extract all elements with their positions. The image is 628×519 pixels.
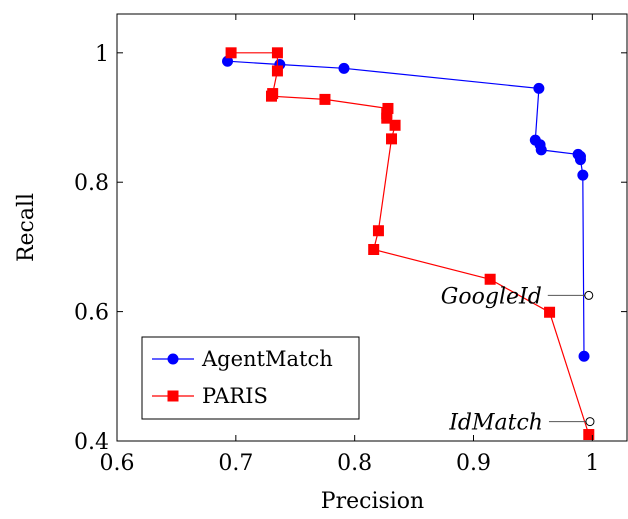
x-axis-label: Precision <box>321 489 424 514</box>
series-paris <box>225 47 595 441</box>
x-tick-label: 0.9 <box>456 451 491 476</box>
x-tick-label: 0.8 <box>337 451 372 476</box>
paris-point <box>271 65 283 77</box>
paris-point <box>319 93 331 105</box>
annotation-point <box>585 417 595 427</box>
ticks-layer: 0.6 0.7 0.8 0.9 10.40.60.81 <box>74 14 627 476</box>
agentmatch-point <box>338 62 350 74</box>
annotation-label: GoogleId <box>441 284 542 309</box>
y-tick-label: 0.8 <box>74 171 109 196</box>
legend-label: PARIS <box>202 384 268 408</box>
y-tick-label: 0.4 <box>74 430 109 455</box>
legend-entry-paris: PARIS <box>152 384 268 408</box>
agentmatch-point <box>535 144 547 156</box>
legend-box <box>141 336 360 420</box>
paris-point <box>225 47 237 59</box>
y-axis-label: Recall <box>14 193 39 262</box>
annotation-googleid: GoogleId <box>441 284 594 309</box>
series-agentmatch <box>222 55 590 362</box>
y-tick-label: 1 <box>95 42 109 67</box>
paris-point <box>372 225 384 237</box>
paris-point <box>381 112 393 124</box>
agentmatch-line <box>227 60 585 357</box>
annotation-point <box>584 290 594 300</box>
agentmatch-point <box>533 82 545 94</box>
annotation-idmatch: IdMatch <box>448 411 595 436</box>
y-tick-label: 0.6 <box>74 301 109 326</box>
plot-frame <box>116 13 628 442</box>
agentmatch-point <box>577 169 589 181</box>
paris-point <box>271 47 283 59</box>
paris-point <box>368 243 380 255</box>
paris-point <box>265 90 277 102</box>
paris-point <box>484 273 496 285</box>
legend: AgentMatch PARIS <box>141 336 360 420</box>
legend-entry-agentmatch: AgentMatch <box>152 347 333 371</box>
plot-area <box>116 13 628 442</box>
annotations-layer: GoogleId IdMatch <box>441 284 595 436</box>
agentmatch-point <box>578 350 590 362</box>
paris-point <box>583 429 595 441</box>
x-tick-label: 1 <box>585 451 599 476</box>
paris-point <box>389 119 401 131</box>
legend-swatch-marker <box>167 353 179 365</box>
series-layer <box>222 47 595 441</box>
annotation-label: IdMatch <box>448 411 543 436</box>
legend-label: AgentMatch <box>201 347 333 371</box>
paris-point <box>386 133 398 145</box>
agentmatch-point <box>574 154 586 166</box>
legend-swatch-marker <box>167 390 179 402</box>
paris-point <box>544 306 556 318</box>
x-tick-label: 0.7 <box>218 451 253 476</box>
x-tick-label: 0.6 <box>100 451 135 476</box>
